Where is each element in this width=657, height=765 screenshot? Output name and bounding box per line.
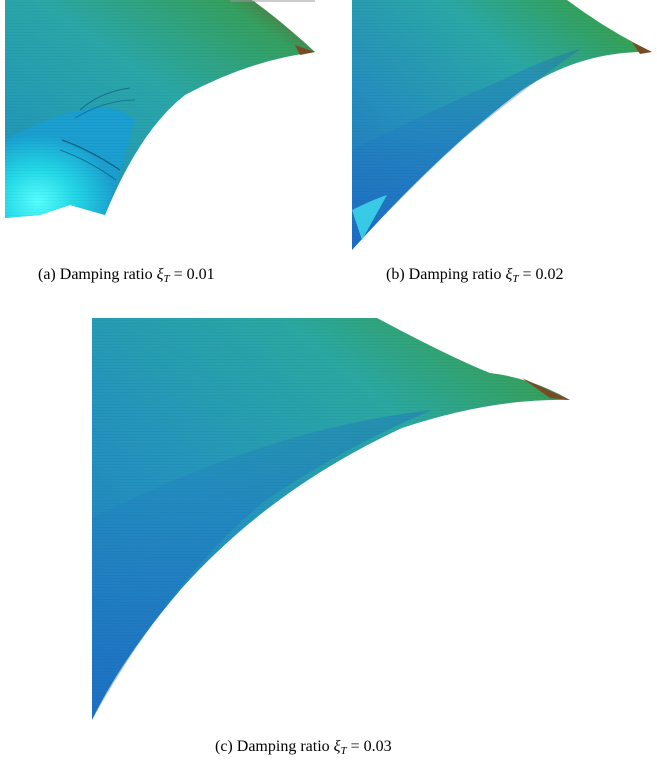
caption-c-text: Damping ratio: [236, 738, 330, 755]
subfigure-a: [0, 0, 318, 232]
surface-render-a: [5, 0, 315, 218]
caption-c-symbol: ξ: [333, 738, 341, 755]
surface-render-b: [352, 0, 652, 250]
subfigure-b: [352, 0, 657, 250]
caption-a-relation: =: [173, 266, 183, 283]
caption-c-value: 0.03: [363, 738, 392, 755]
caption-b-value: 0.02: [535, 266, 564, 283]
caption-a-subscript: T: [163, 273, 170, 285]
caption-a: (a) Damping ratio ξT = 0.01: [38, 266, 215, 285]
caption-a-label: (a): [38, 266, 56, 283]
caption-a-symbol: ξ: [156, 266, 164, 283]
surface-render-c: [92, 318, 570, 720]
caption-b-symbol: ξ: [505, 266, 513, 283]
caption-b-subscript: T: [512, 273, 519, 285]
caption-b-label: (b): [386, 266, 405, 283]
caption-c-relation: =: [350, 738, 360, 755]
caption-b-relation: =: [522, 266, 532, 283]
subfigure-c: [92, 318, 572, 722]
caption-a-value: 0.01: [186, 266, 215, 283]
caption-b-text: Damping ratio: [408, 266, 502, 283]
caption-c: (c) Damping ratio ξT = 0.03: [215, 738, 392, 757]
caption-b: (b) Damping ratio ξT = 0.02: [386, 266, 564, 285]
caption-c-subscript: T: [340, 745, 347, 757]
caption-a-text: Damping ratio: [59, 266, 153, 283]
caption-c-label: (c): [215, 738, 233, 755]
